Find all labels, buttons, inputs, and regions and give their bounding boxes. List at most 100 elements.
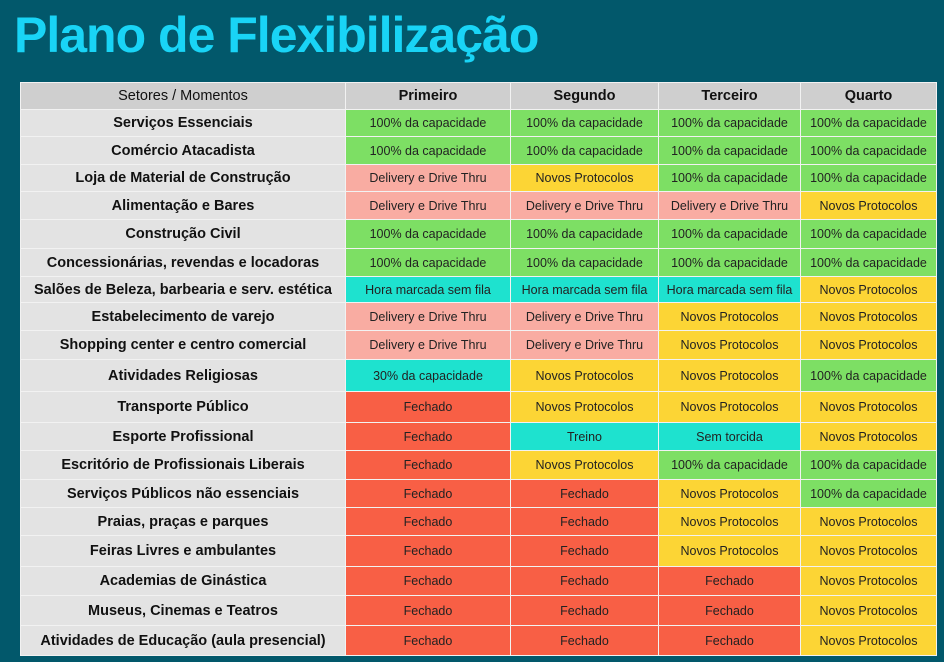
status-cell: Novos Protocolos	[510, 359, 659, 392]
sector-label: Comércio Atacadista	[20, 136, 346, 165]
status-cell: Fechado	[658, 595, 801, 626]
table-row: Concessionárias, revendas e locadoras 100…	[20, 248, 937, 277]
column-header-sectors: Setores / Momentos	[20, 82, 346, 110]
status-cell: Fechado	[510, 625, 659, 656]
sector-label: Construção Civil	[20, 219, 346, 249]
status-cell: Fechado	[345, 391, 511, 423]
status-cell: Fechado	[345, 450, 511, 480]
status-cell: 100% da capacidade	[800, 136, 937, 165]
status-cell: 100% da capacidade	[800, 164, 937, 192]
status-cell: 100% da capacidade	[800, 219, 937, 249]
status-cell: 100% da capacidade	[800, 359, 937, 392]
status-cell: Fechado	[510, 479, 659, 508]
column-header-primeiro: Primeiro	[345, 82, 511, 110]
column-header-quarto: Quarto	[800, 82, 937, 110]
sector-label: Museus, Cinemas e Teatros	[20, 595, 346, 626]
sector-label: Alimentação e Bares	[20, 191, 346, 220]
status-cell: Novos Protocolos	[658, 479, 801, 508]
status-cell: Delivery e Drive Thru	[510, 302, 659, 331]
status-cell: 100% da capacidade	[800, 248, 937, 277]
status-cell: 100% da capacidade	[800, 450, 937, 480]
status-cell: Hora marcada sem fila	[345, 276, 511, 303]
sector-label: Concessionárias, revendas e locadoras	[20, 248, 346, 277]
table-row: Comércio Atacadista 100% da capacidade 100…	[20, 136, 937, 165]
sector-label: Academias de Ginástica	[20, 566, 346, 596]
sector-label: Atividades de Educação (aula presencial)	[20, 625, 346, 656]
table-row: Transporte Público Fechado Novos Protocolo…	[20, 391, 937, 423]
status-cell: 100% da capacidade	[345, 248, 511, 277]
status-cell: Delivery e Drive Thru	[658, 191, 801, 220]
page-title: Plano de Flexibilização	[14, 7, 539, 63]
status-cell: Fechado	[345, 422, 511, 451]
table-row: Atividades de Educação (aula presencial)…	[20, 625, 937, 656]
sector-label: Esporte Profissional	[20, 422, 346, 451]
table-row: Feiras Livres e ambulantes Fechado Fechado…	[20, 535, 937, 567]
status-cell: Hora marcada sem fila	[658, 276, 801, 303]
sector-label: Serviços Essenciais	[20, 109, 346, 137]
status-cell: 100% da capacidade	[510, 248, 659, 277]
status-cell: Novos Protocolos	[658, 535, 801, 567]
table-row: Serviços Públicos não essenciais Fechado F…	[20, 479, 937, 508]
status-cell: Delivery e Drive Thru	[345, 164, 511, 192]
status-cell: 100% da capacidade	[345, 109, 511, 137]
table-row: Atividades Religiosas 30% da capacidade No…	[20, 359, 937, 392]
status-cell: Novos Protocolos	[658, 359, 801, 392]
status-cell: Delivery e Drive Thru	[510, 191, 659, 220]
sector-label: Feiras Livres e ambulantes	[20, 535, 346, 567]
status-cell: Sem torcida	[658, 422, 801, 451]
status-cell: Fechado	[345, 566, 511, 596]
status-cell: Fechado	[510, 566, 659, 596]
sector-label: Praias, praças e parques	[20, 507, 346, 536]
status-cell: 100% da capacidade	[345, 219, 511, 249]
status-cell: Fechado	[510, 535, 659, 567]
status-cell: 100% da capacidade	[658, 164, 801, 192]
status-cell: Hora marcada sem fila	[510, 276, 659, 303]
status-cell: 100% da capacidade	[510, 219, 659, 249]
table-row: Praias, praças e parques Fechado Fechado No…	[20, 507, 937, 536]
status-cell: 30% da capacidade	[345, 359, 511, 392]
status-cell: Novos Protocolos	[658, 330, 801, 360]
status-cell: Delivery e Drive Thru	[345, 302, 511, 331]
flexibilization-table: Setores / Momentos Primeiro Segundo Terceir…	[20, 82, 937, 656]
status-cell: 100% da capacidade	[658, 136, 801, 165]
status-cell: Fechado	[510, 595, 659, 626]
status-cell: Novos Protocolos	[800, 330, 937, 360]
status-cell: Novos Protocolos	[658, 391, 801, 423]
table-header-row: Setores / Momentos Primeiro Segundo Terceir…	[20, 82, 937, 110]
status-cell: Delivery e Drive Thru	[510, 330, 659, 360]
status-cell: 100% da capacidade	[658, 109, 801, 137]
status-cell: Fechado	[658, 625, 801, 656]
status-cell: 100% da capacidade	[658, 450, 801, 480]
status-cell: 100% da capacidade	[658, 248, 801, 277]
table-row: Academias de Ginástica Fechado Fechado Fech…	[20, 566, 937, 596]
status-cell: 100% da capacidade	[658, 219, 801, 249]
status-cell: Fechado	[510, 507, 659, 536]
status-cell: Fechado	[345, 507, 511, 536]
status-cell: Novos Protocolos	[800, 595, 937, 626]
table-row: Alimentação e Bares Delivery e Drive Thru…	[20, 191, 937, 220]
status-cell: 100% da capacidade	[510, 136, 659, 165]
table-row: Esporte Profissional Fechado Treino Sem tor…	[20, 422, 937, 451]
status-cell: 100% da capacidade	[800, 479, 937, 508]
status-cell: Treino	[510, 422, 659, 451]
table-row: Salões de Beleza, barbearia e serv. esté…	[20, 276, 937, 303]
status-cell: Novos Protocolos	[510, 391, 659, 423]
status-cell: Fechado	[345, 479, 511, 508]
table-row: Loja de Material de Construção Delivery e…	[20, 164, 937, 192]
status-cell: Fechado	[345, 625, 511, 656]
status-cell: Novos Protocolos	[510, 450, 659, 480]
sector-label: Escritório de Profissionais Liberais	[20, 450, 346, 480]
status-cell: Novos Protocolos	[800, 422, 937, 451]
sector-label: Serviços Públicos não essenciais	[20, 479, 346, 508]
sector-label: Shopping center e centro comercial	[20, 330, 346, 360]
table-row: Serviços Essenciais 100% da capacidade 100…	[20, 109, 937, 137]
sector-label: Transporte Público	[20, 391, 346, 423]
table-row: Escritório de Profissionais Liberais Fech…	[20, 450, 937, 480]
status-cell: Fechado	[658, 566, 801, 596]
status-cell: 100% da capacidade	[800, 109, 937, 137]
status-cell: Delivery e Drive Thru	[345, 330, 511, 360]
status-cell: Fechado	[345, 535, 511, 567]
table-row: Estabelecimento de varejo Delivery e Driv…	[20, 302, 937, 331]
table-row: Construção Civil 100% da capacidade 100% d…	[20, 219, 937, 249]
status-cell: Novos Protocolos	[658, 507, 801, 536]
